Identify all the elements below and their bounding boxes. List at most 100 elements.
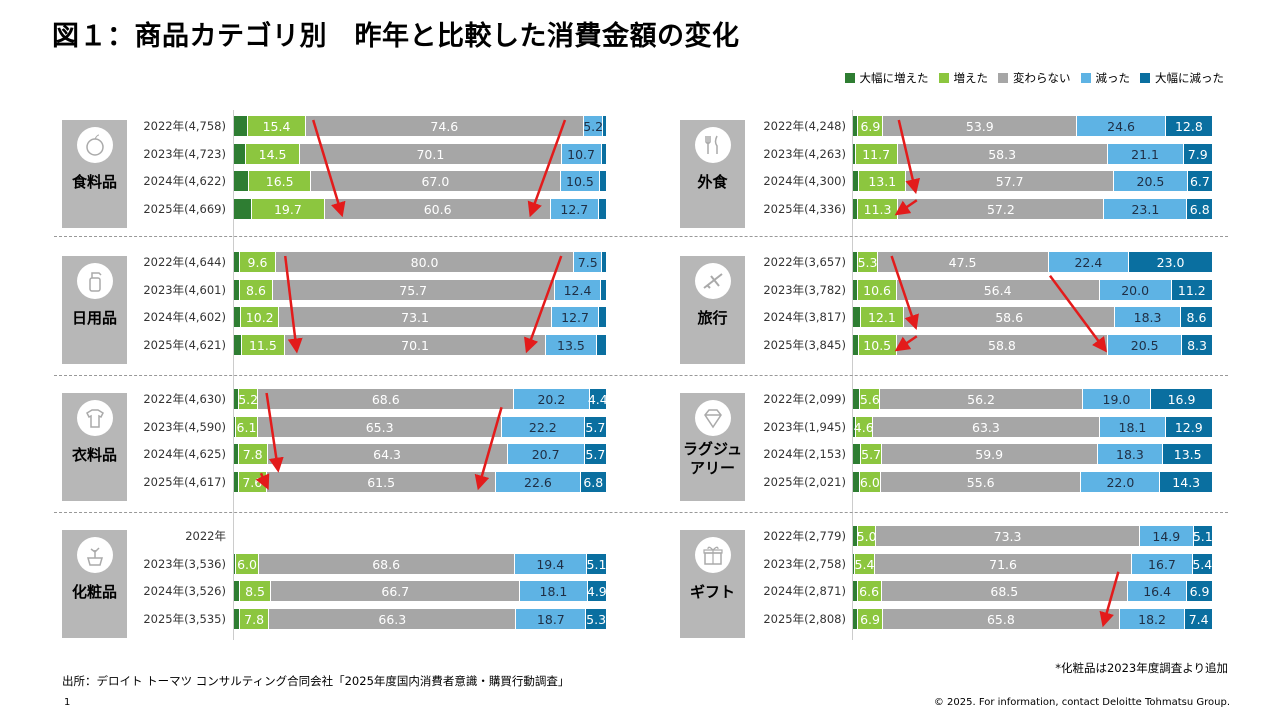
- legend-label: 大幅に減った: [1155, 71, 1224, 85]
- data-label: 8.6: [240, 280, 273, 300]
- category-box: 衣料品: [62, 393, 127, 501]
- category-name: 化粧品: [71, 583, 117, 601]
- stacked-bar: 4.6 63.3 18.1 12.9: [852, 417, 1212, 437]
- legend-label: 増えた: [953, 71, 989, 85]
- data-label: 11.7: [855, 144, 898, 164]
- category-box: 化粧品: [62, 530, 127, 638]
- stacked-bar: 15.4 74.6 5.2: [233, 116, 606, 136]
- data-label: 71.6: [874, 554, 1133, 574]
- category-name: 日用品: [71, 309, 117, 327]
- data-label: 12.7: [551, 199, 599, 219]
- bar-segment-large-increase: [233, 280, 241, 300]
- row-label: 2025年(4,336): [763, 202, 846, 216]
- data-label: 16.9: [1151, 389, 1212, 409]
- data-label: 4.4: [588, 389, 608, 409]
- data-label: 68.6: [258, 389, 515, 409]
- data-label: 20.2: [514, 389, 590, 409]
- data-label: 56.4: [896, 280, 1100, 300]
- bar-segment-large-increase: [852, 116, 859, 136]
- data-label: 13.5: [546, 335, 597, 355]
- row-label: 2025年(3,845): [763, 338, 846, 352]
- copyright: © 2025. For information, contact Deloitt…: [933, 697, 1230, 708]
- data-label: 23.1: [1104, 199, 1188, 219]
- stacked-bar: 11.3 57.2 23.1 6.8: [852, 199, 1212, 219]
- row-label: 2024年(4,602): [143, 310, 226, 324]
- bar-segment-large-increase: [233, 171, 250, 191]
- data-label: 66.7: [271, 581, 521, 601]
- data-label: 6.0: [859, 472, 882, 492]
- stacked-bar: 5.4 71.6 16.7 5.4: [852, 554, 1212, 574]
- data-label: 55.6: [881, 472, 1082, 492]
- bar-segment-large-increase: [233, 554, 237, 574]
- data-label: 5.0: [857, 526, 877, 546]
- data-label: 8.5: [239, 581, 272, 601]
- data-label: 10.5: [858, 335, 897, 355]
- category-box: 食料品: [62, 120, 127, 228]
- data-label: 11.2: [1171, 280, 1212, 300]
- data-label: 8.3: [1182, 335, 1212, 355]
- data-label: 14.9: [1139, 526, 1194, 546]
- row-label: 2024年(2,871): [763, 584, 846, 598]
- cosmetics-icon: [76, 537, 113, 573]
- bar-segment-large-increase: [852, 444, 862, 464]
- data-label: 10.2: [241, 307, 280, 327]
- category-name: 食料品: [71, 173, 117, 191]
- data-label: 22.2: [501, 417, 585, 437]
- data-label: 10.5: [560, 171, 600, 191]
- row-label: 2023年(3,536): [143, 557, 226, 571]
- data-label: 5.6: [860, 389, 881, 409]
- stacked-bar: 6.0 68.6 19.4 5.1: [233, 554, 606, 574]
- legend-item: 変わらない: [998, 70, 1071, 86]
- data-label: 22.6: [496, 472, 581, 492]
- category-box: 日用品: [62, 256, 127, 364]
- data-label: 11.5: [241, 335, 285, 355]
- data-label: 65.3: [258, 417, 502, 437]
- stacked-bar: 10.2 73.1 12.7: [233, 307, 606, 327]
- data-label: 64.3: [267, 444, 508, 464]
- data-label: 13.5: [1163, 444, 1212, 464]
- data-label: 16.7: [1132, 554, 1193, 574]
- category-name: ギフト: [689, 583, 735, 601]
- data-label: 5.1: [587, 554, 606, 574]
- row-label: 2024年(4,622): [143, 174, 226, 188]
- data-label: 10.7: [561, 144, 602, 164]
- data-label: 5.1: [1193, 526, 1213, 546]
- category-name: 衣料品: [71, 446, 117, 464]
- legend-label: 大幅に増えた: [859, 71, 929, 85]
- data-label: 5.7: [584, 444, 606, 464]
- data-label: 12.1: [860, 307, 905, 327]
- stacked-bar: 13.1 57.7 20.5 6.7: [852, 171, 1212, 191]
- data-label: 12.7: [551, 307, 600, 327]
- data-label: 18.1: [520, 581, 588, 601]
- stacked-bar: 19.7 60.6 12.7: [233, 199, 606, 219]
- bar-segment-large-increase: [233, 444, 239, 464]
- data-label: 5.4: [855, 554, 875, 574]
- row-label: 2023年(2,758): [763, 557, 846, 571]
- bar-segment-large-decrease: [598, 199, 606, 219]
- bar-segment-large-increase: [852, 609, 859, 629]
- bar-segment-large-increase: [233, 116, 249, 136]
- data-label: 12.8: [1165, 116, 1212, 136]
- bar-segment-large-increase: [852, 417, 856, 437]
- row-label: 2022年(2,779): [763, 529, 846, 543]
- bar-segment-large-increase: [852, 307, 861, 327]
- tshirt-icon: [76, 400, 113, 436]
- data-label: 57.7: [906, 171, 1115, 191]
- row-label: 2022年(4,630): [143, 392, 226, 406]
- category-box: 外食: [680, 120, 745, 228]
- data-label: 18.7: [516, 609, 587, 629]
- stacked-bar: 6.9 65.8 18.2 7.4: [852, 609, 1212, 629]
- row-label: 2023年(4,723): [143, 147, 226, 161]
- row-label: 2022年: [185, 529, 226, 543]
- legend-swatch: [844, 73, 855, 83]
- row-label: 2022年(2,099): [763, 392, 846, 406]
- bar-segment-large-increase: [233, 472, 239, 492]
- page-number: 1: [64, 697, 71, 708]
- airplane-icon: [694, 263, 731, 299]
- data-label: 7.6: [238, 472, 267, 492]
- bar-segment-large-increase: [233, 307, 242, 327]
- data-label: 5.4: [1192, 554, 1212, 574]
- data-label: 7.8: [238, 444, 268, 464]
- bar-segment-large-decrease: [596, 335, 606, 355]
- row-label: 2023年(4,263): [763, 147, 846, 161]
